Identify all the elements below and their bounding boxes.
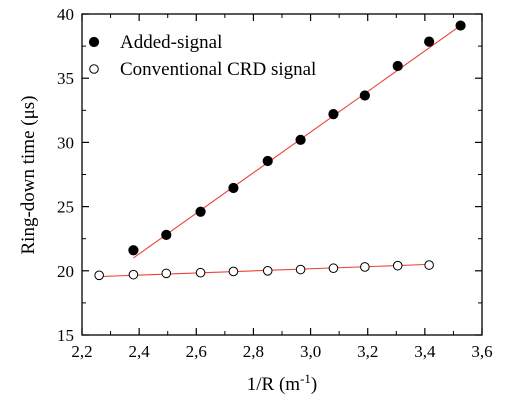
point-conventional-crd: [94, 270, 104, 281]
point-conventional-crd: [161, 268, 172, 279]
x-tick-label: 2,6: [186, 342, 207, 361]
point-conventional-crd: [360, 262, 370, 272]
y-tick-label: 35: [57, 69, 74, 88]
point-conventional-crd: [328, 263, 339, 274]
y-tick-label: 20: [57, 262, 74, 281]
x-tick-label: 3,4: [414, 342, 436, 361]
point-conventional-crd: [128, 269, 139, 280]
y-tick-label: 25: [57, 198, 74, 217]
legend-marker-added-signal: [88, 36, 100, 48]
point-added-signal: [295, 134, 306, 145]
legend-label-conventional-crd: Conventional CRD signal: [120, 59, 316, 80]
x-axis-title: 1/R (m-1): [247, 371, 317, 395]
y-tick-labels: 15 20 25 30 35 40: [57, 5, 74, 345]
point-added-signal: [455, 20, 466, 31]
point-added-signal: [128, 245, 139, 256]
x-tick-label: 3,0: [300, 342, 321, 361]
y-axis-title: Ring-down time (μs): [18, 95, 39, 254]
legend: Added-signal Conventional CRD signal: [88, 32, 316, 80]
legend-label-added-signal: Added-signal: [120, 32, 222, 53]
point-added-signal: [424, 36, 435, 47]
y-tick-label: 40: [57, 5, 74, 24]
point-added-signal: [195, 206, 206, 217]
x-tick-label: 3,2: [357, 342, 378, 361]
point-conventional-crd: [228, 266, 239, 277]
x-tick-label: 3,6: [471, 342, 492, 361]
y-tick-label: 15: [57, 326, 74, 345]
point-added-signal: [161, 229, 172, 240]
point-conventional-crd: [424, 260, 434, 270]
point-conventional-crd: [262, 266, 273, 276]
x-tick-labels: 2,2 2,4 2,6 2,8 3,0 3,2 3,4 3,6: [71, 342, 492, 361]
point-conventional-crd: [295, 264, 306, 275]
x-tick-label: 2,2: [71, 342, 92, 361]
x-tick-label: 2,4: [129, 342, 151, 361]
y-tick-label: 30: [57, 133, 74, 152]
data-points: [94, 20, 466, 281]
point-added-signal: [328, 109, 339, 120]
point-conventional-crd: [195, 267, 206, 278]
point-conventional-crd: [392, 260, 403, 271]
point-added-signal: [262, 155, 273, 167]
point-added-signal: [228, 182, 239, 194]
x-tick-label: 2,8: [243, 342, 264, 361]
axis-ticks: [81, 13, 483, 336]
x-axis-title-suffix: ): [311, 374, 317, 395]
point-added-signal: [392, 60, 403, 72]
x-axis-title-main: 1/R (m: [247, 374, 301, 395]
x-axis-title-superscript: -1: [300, 371, 311, 386]
legend-marker-conventional-crd: [89, 64, 99, 74]
point-added-signal: [359, 90, 370, 101]
